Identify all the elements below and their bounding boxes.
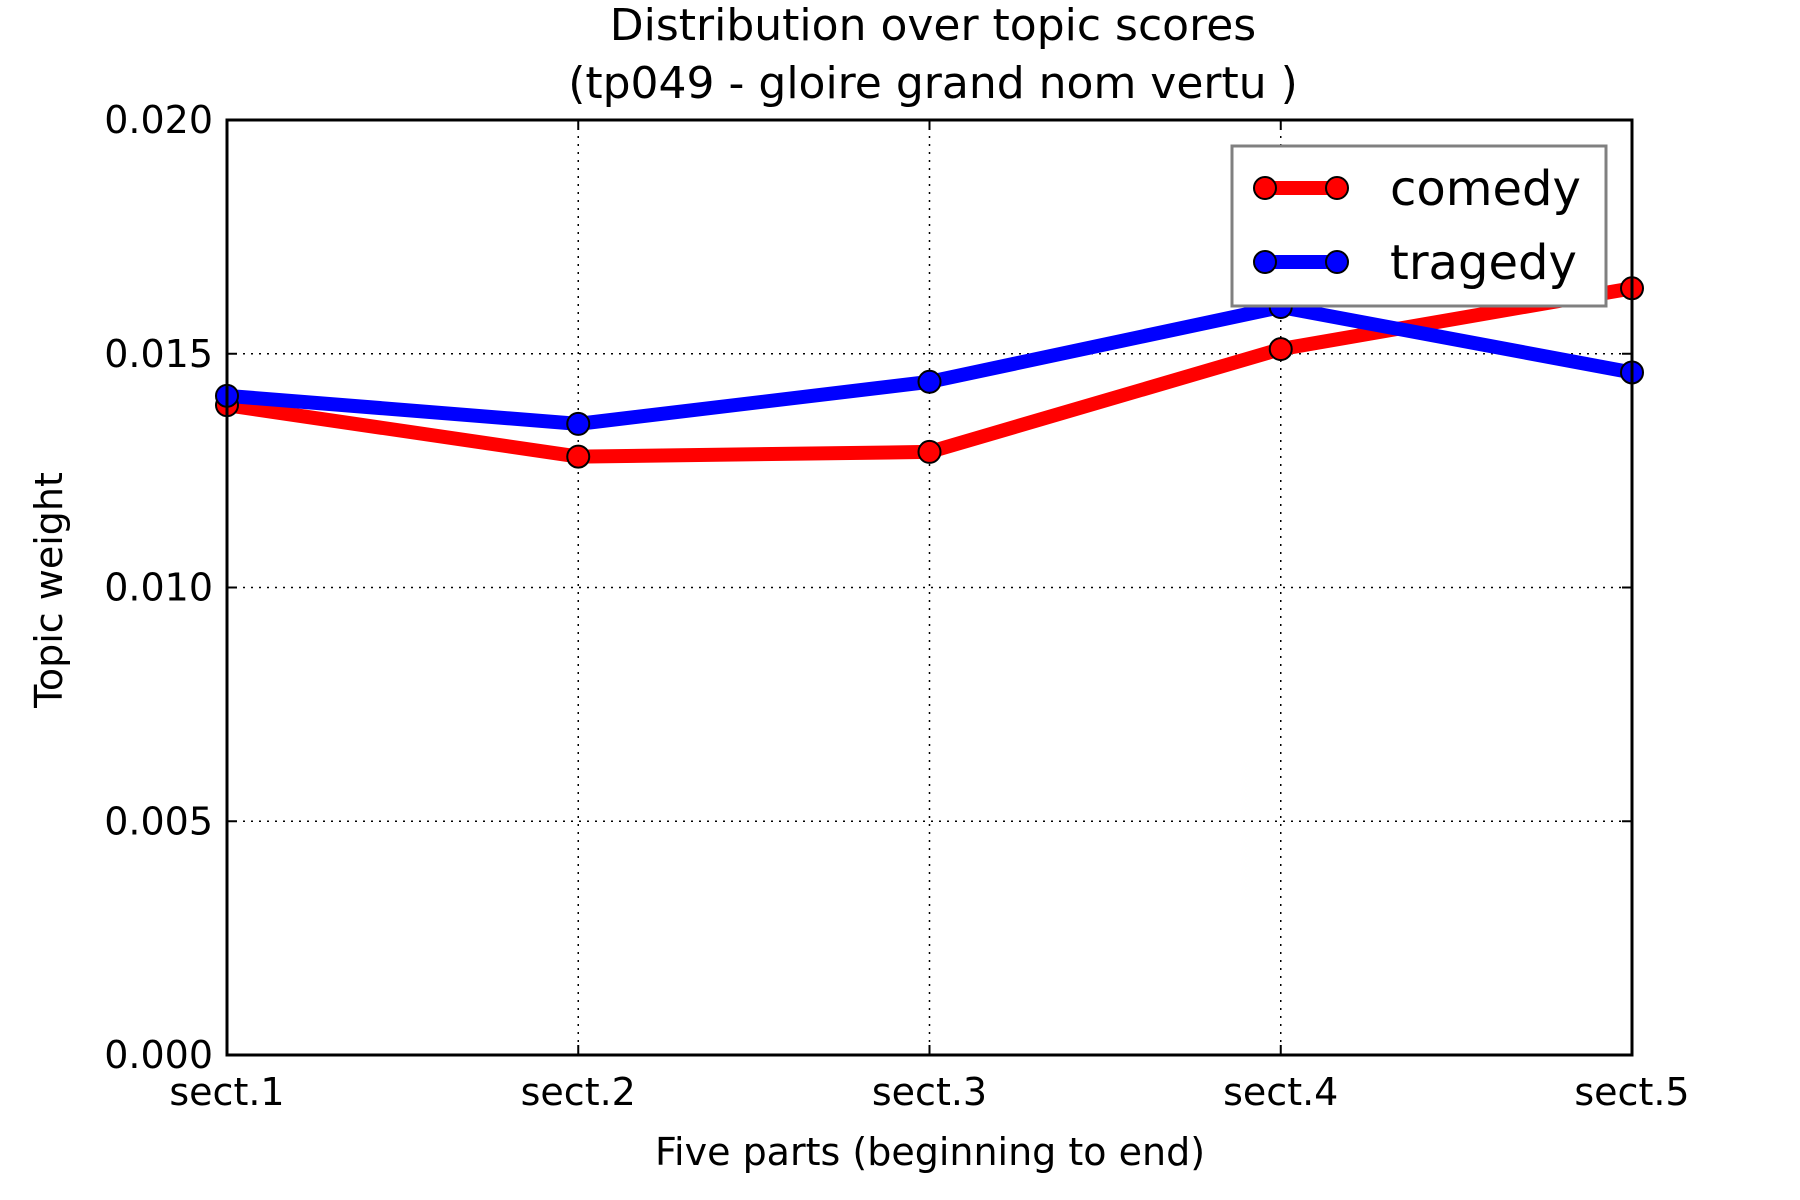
series-markers <box>215 276 1644 469</box>
data-point-tragedy <box>917 369 942 394</box>
legend-marker-tragedy <box>1325 250 1349 274</box>
data-point-comedy <box>917 439 942 464</box>
y-tick-label: 0.005 <box>104 799 213 843</box>
data-point-comedy <box>566 444 591 469</box>
x-axis-label: Five parts (beginning to end) <box>655 1130 1205 1174</box>
y-tick-label: 0.020 <box>104 98 213 142</box>
legend-marker-comedy <box>1325 176 1349 200</box>
x-tick-label: sect.3 <box>872 1070 987 1114</box>
legend-marker-tragedy <box>1253 250 1277 274</box>
x-axis-ticks: sect.1 sect.2 sect.3 sect.4 sect.5 <box>169 120 1690 1114</box>
x-tick-label: sect.1 <box>169 1070 284 1114</box>
legend: comedy tragedy <box>1230 144 1608 308</box>
legend-box <box>1230 144 1608 308</box>
y-tick-label: 0.000 <box>104 1033 213 1077</box>
y-tick-label: 0.015 <box>104 332 213 376</box>
y-tick-label: 0.010 <box>104 566 213 610</box>
legend-label-comedy: comedy <box>1390 161 1581 217</box>
legend-label-tragedy: tragedy <box>1390 235 1577 291</box>
x-tick-label: sect.4 <box>1223 1070 1338 1114</box>
legend-marker-comedy <box>1253 176 1277 200</box>
y-axis-label: Topic weight <box>27 472 71 709</box>
chart-subtitle: (tp049 - gloire grand nom vertu ) <box>568 58 1298 109</box>
data-point-comedy <box>1268 337 1293 362</box>
x-tick-label: sect.5 <box>1574 1070 1689 1114</box>
data-point-tragedy <box>566 411 591 436</box>
x-tick-label: sect.2 <box>521 1070 636 1114</box>
chart-title: Distribution over topic scores <box>610 0 1256 51</box>
y-axis-ticks: 0.000 0.005 0.010 0.015 0.020 <box>104 98 1632 1077</box>
